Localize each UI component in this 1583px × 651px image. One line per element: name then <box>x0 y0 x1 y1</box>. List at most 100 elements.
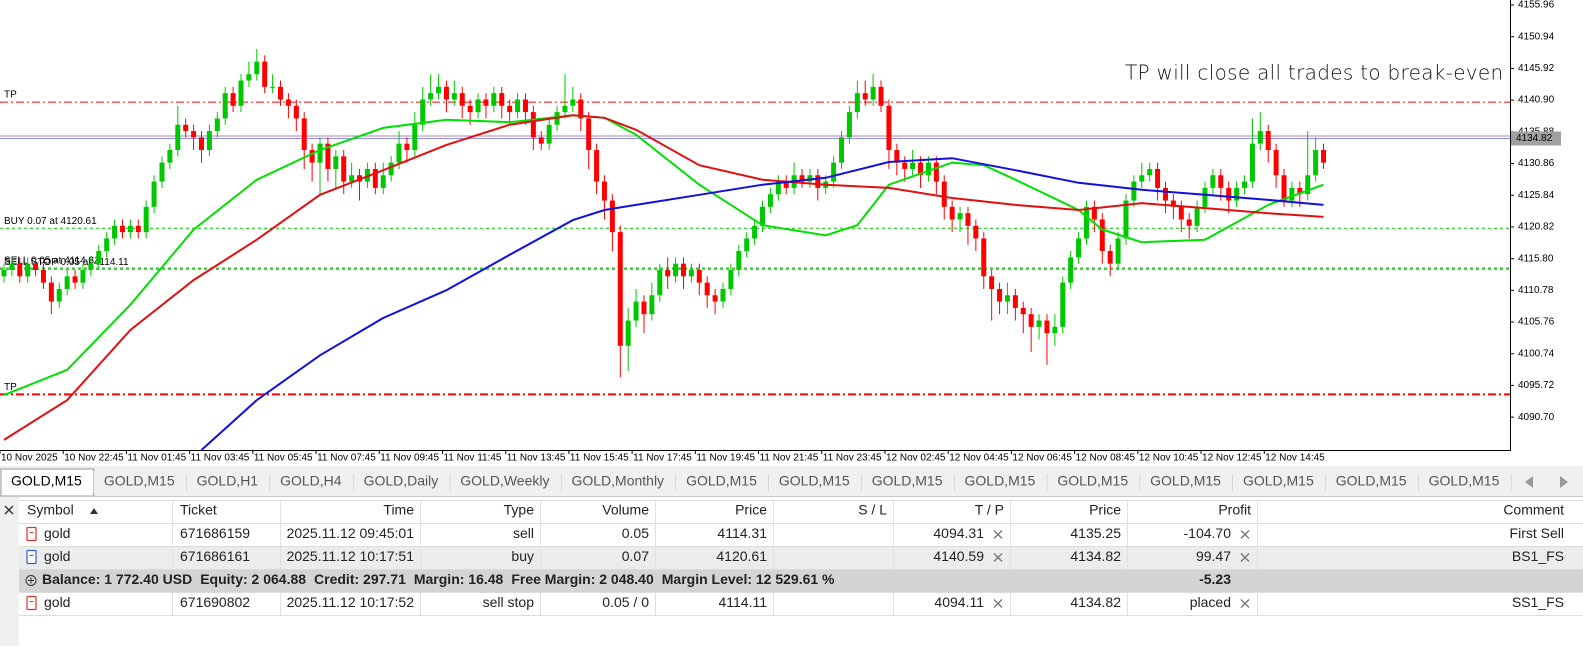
candle-body <box>617 232 623 346</box>
tab[interactable]: GOLD,M15 <box>954 471 1048 493</box>
cell-price: 4120.61 <box>716 548 767 564</box>
candle-body <box>17 263 23 277</box>
x-tick-label: 10 Nov 22:45 <box>64 453 124 464</box>
tab[interactable]: GOLD,M15 <box>1232 471 1327 493</box>
tab[interactable]: GOLD,M15 <box>1140 471 1234 493</box>
candle-body <box>902 162 908 169</box>
tab[interactable]: GOLD,M15 <box>1325 471 1420 493</box>
tab[interactable]: GOLD,M15 <box>93 471 188 493</box>
summary-item: Equity: 2 064.88 <box>200 571 306 587</box>
remove-icon <box>1240 599 1250 608</box>
x-tick-label: 11 Nov 03:45 <box>191 453 250 464</box>
bid-price-label: 4134.82 <box>1516 133 1553 144</box>
tab[interactable]: GOLD,M15 <box>861 471 955 493</box>
candle-body <box>404 143 410 150</box>
candle-body <box>910 162 916 169</box>
tab-scroll-left[interactable] <box>1525 476 1533 488</box>
candle-body <box>278 86 284 100</box>
column-header: Price <box>735 502 767 518</box>
tab[interactable]: GOLD,M15 <box>768 471 863 493</box>
selected-row <box>19 546 1583 569</box>
tab[interactable]: GOLD,M15 <box>1418 471 1512 493</box>
candle-body <box>736 251 742 270</box>
cell-price: 4114.11 <box>718 594 767 610</box>
candle-body <box>112 225 118 239</box>
moving-average <box>3 114 1324 397</box>
column-header: Volume <box>602 502 649 518</box>
candle-body <box>143 206 149 233</box>
candle-body <box>1091 206 1097 220</box>
tab-label: GOLD,Monthly <box>571 473 664 489</box>
x-tick-label: 11 Nov 13:45 <box>507 453 566 464</box>
remove-button[interactable] <box>993 553 1003 562</box>
tab[interactable]: GOLD,Weekly <box>450 471 562 493</box>
x-tick-label: 12 Nov 14:45 <box>1265 453 1325 464</box>
moving-average <box>3 114 1324 441</box>
candle-body <box>870 86 876 100</box>
y-tick-label: 4125.84 <box>1518 190 1555 201</box>
candle-body <box>262 61 268 87</box>
remove-button[interactable] <box>993 530 1003 539</box>
tab[interactable]: GOLD,H1 <box>186 471 271 493</box>
candle-body <box>317 143 323 163</box>
candle-body <box>1052 326 1058 334</box>
tab-label: GOLD,M15 <box>686 473 757 489</box>
remove-icon <box>1240 553 1250 562</box>
candle-body <box>198 137 204 150</box>
candle-body <box>657 270 663 296</box>
candle-body <box>720 288 726 302</box>
remove-button[interactable] <box>1240 599 1250 608</box>
candle-body <box>696 270 702 283</box>
annotation: TP will close all trades to break-even <box>1125 61 1504 85</box>
cell-volume: 0.05 / 0 <box>602 594 649 610</box>
order-level-label: SELL 0.05 at 4114.31 <box>4 256 100 267</box>
remove-icon <box>993 530 1003 539</box>
candle-body <box>744 238 750 252</box>
tab-background <box>1511 471 1512 493</box>
tab[interactable]: GOLD,M15 <box>0 468 95 496</box>
candle-body <box>301 118 307 150</box>
candle-body <box>396 143 402 163</box>
remove-button[interactable] <box>1240 530 1250 539</box>
candle-body <box>1012 295 1018 308</box>
tab[interactable]: GOLD,Daily <box>353 471 451 493</box>
candle-body <box>688 270 694 277</box>
candle-body <box>285 99 291 106</box>
remove-button[interactable] <box>993 599 1003 608</box>
candle-body <box>459 93 465 106</box>
x-tick-label: 11 Nov 09:45 <box>380 453 439 464</box>
tab[interactable]: GOLD,Monthly <box>561 471 677 493</box>
candle-body <box>420 99 426 125</box>
tab-background <box>1140 471 1233 493</box>
toolbox-close[interactable] <box>4 505 14 515</box>
tab-label: GOLD,M15 <box>1057 473 1128 489</box>
candle-body <box>64 276 70 289</box>
candle-body <box>436 86 442 94</box>
x-tick-label: 11 Nov 21:45 <box>760 453 819 464</box>
candle-body <box>475 99 481 113</box>
candle-body <box>1186 219 1192 226</box>
candle-body <box>633 301 639 321</box>
tab-background <box>1047 471 1141 493</box>
tab[interactable]: GOLD,H4 <box>270 471 355 493</box>
tab[interactable]: GOLD,M15 <box>1047 471 1141 493</box>
remove-button[interactable] <box>1240 553 1250 562</box>
candle-body <box>799 175 805 182</box>
y-tick-label: 4105.76 <box>1518 317 1555 328</box>
tab-label: GOLD,H1 <box>197 473 259 489</box>
order-level-label: BUY 0.07 at 4120.61 <box>4 216 97 227</box>
tab-scroll-right[interactable] <box>1560 476 1568 488</box>
candle-body <box>1076 238 1082 258</box>
tab[interactable]: GOLD,M15 <box>676 471 770 493</box>
candle-body <box>1162 187 1168 201</box>
cell-symbol: gold <box>44 525 70 541</box>
expand-icon <box>25 575 37 586</box>
x-tick-label: 12 Nov 12:45 <box>1202 453 1262 464</box>
candle-body <box>1155 168 1161 188</box>
candle-body <box>831 162 837 182</box>
tab[interactable]: GOLD,M15 <box>1511 471 1583 493</box>
candle-body <box>641 301 647 315</box>
candle-body <box>48 282 54 302</box>
